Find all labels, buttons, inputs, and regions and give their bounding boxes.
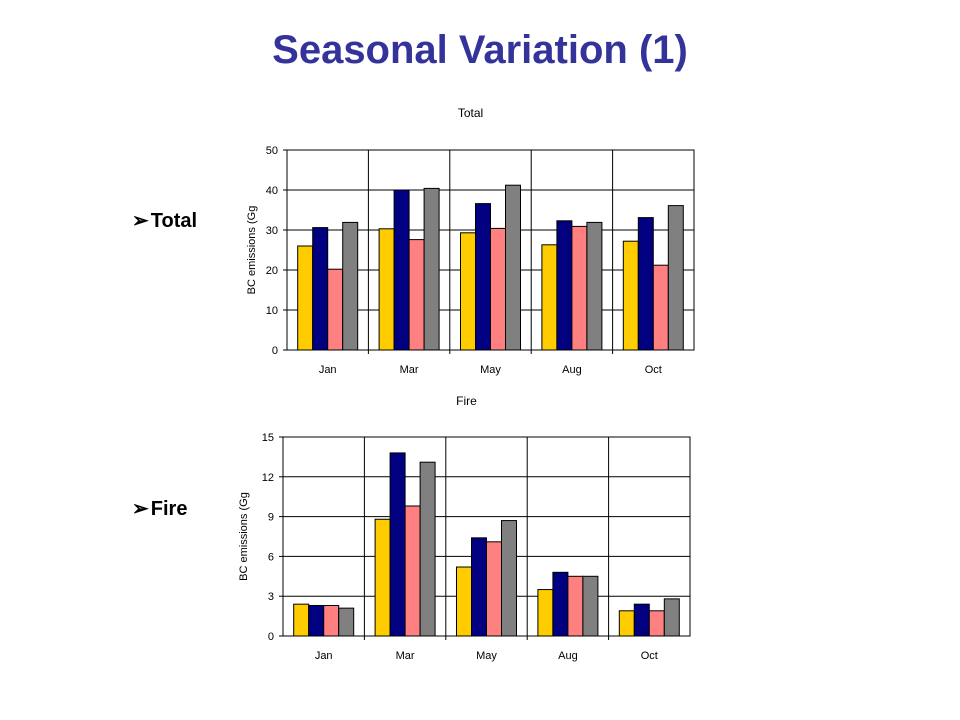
chart1-bar [312, 227, 329, 351]
chart2-bar [389, 452, 406, 637]
chart1-bar [342, 221, 359, 351]
chart2-bar [471, 537, 487, 637]
chart2-bar [404, 505, 421, 637]
chart2-bar [648, 610, 665, 637]
chart1-bar [541, 244, 558, 351]
bullet-total: ➢ Total [132, 208, 197, 233]
chart2-bar [567, 575, 584, 637]
chart1-bar [408, 239, 425, 351]
chart2-bar [456, 566, 472, 637]
chart1-x-tick-label: Oct [645, 364, 662, 376]
chart1-bar [423, 187, 440, 351]
arrow-bullet-icon: ➢ [132, 498, 149, 520]
chart1-x-tick-label: Mar [400, 364, 419, 376]
chart2-bar [663, 598, 680, 637]
arrow-bullet-icon: ➢ [132, 210, 149, 232]
chart2-x-tick-label: Oct [641, 650, 658, 662]
chart2-title: Fire [456, 394, 477, 408]
chart2-bar [486, 541, 502, 637]
chart2-bar [552, 571, 569, 637]
chart2-x-tick-label: Aug [558, 650, 578, 662]
chart1-bar [475, 203, 491, 351]
chart2-bar [308, 604, 325, 637]
chart1-bar [505, 184, 521, 351]
bullet-total-label: Total [150, 210, 198, 232]
chart1-bar [327, 268, 344, 351]
chart2-y-tick-label: 15 [262, 432, 274, 444]
chart2-x-tick-label: Mar [396, 650, 415, 662]
chart2-bar [293, 603, 310, 637]
chart1-x-tick-label: May [480, 364, 501, 376]
chart2-y-tick-label: 6 [268, 551, 274, 563]
chart2-bar [582, 575, 599, 637]
chart1-y-tick-label: 50 [266, 145, 278, 157]
bullet-fire: ➢ Fire [132, 496, 187, 521]
chart2-bar [618, 610, 635, 637]
chart1-y-tick-label: 40 [266, 185, 278, 197]
chart1-y-tick-label: 10 [266, 305, 278, 317]
chart1-y-tick-label: 30 [266, 225, 278, 237]
chart2-bar [633, 603, 650, 637]
chart2-y-tick-label: 0 [268, 631, 274, 643]
chart2-bar [537, 589, 554, 637]
chart2-x-tick-label: May [476, 650, 497, 662]
chart1-bar [652, 264, 669, 351]
slide-title: Seasonal Variation (1) [272, 28, 688, 72]
chart2-bar [501, 520, 517, 637]
chart1-bar [586, 221, 603, 351]
chart1-bar [667, 205, 684, 351]
chart1-y-tick-label: 0 [272, 345, 278, 357]
chart2-y-tick-label: 9 [268, 512, 274, 524]
chart1-x-tick-label: Aug [562, 364, 582, 376]
chart1-bar [622, 240, 639, 351]
chart2-bar [338, 607, 355, 637]
chart1-x-tick-label: Jan [319, 364, 337, 376]
chart1-y-tick-label: 20 [266, 265, 278, 277]
chart1-bar [490, 227, 506, 351]
chart1-bar [393, 189, 410, 351]
chart1-bar [637, 217, 654, 351]
chart2-bar [323, 604, 340, 637]
chart1-bar [297, 245, 314, 351]
chart2-bar [419, 461, 436, 637]
chart2-y-tick-label: 12 [262, 472, 274, 484]
chart2-bar [374, 518, 391, 637]
chart1-bar [460, 232, 476, 351]
chart2-y-axis-label: BC emissions (Gg [238, 492, 250, 581]
chart2-x-tick-label: Jan [315, 650, 333, 662]
chart1-y-axis-label: BC emissions (Gg [246, 206, 258, 295]
chart1-bar [571, 225, 588, 351]
chart1-bar [378, 228, 395, 351]
chart1-title: Total [458, 106, 483, 120]
chart2-y-tick-label: 3 [268, 591, 274, 603]
bullet-fire-label: Fire [150, 498, 188, 520]
chart1-bar [556, 220, 573, 351]
